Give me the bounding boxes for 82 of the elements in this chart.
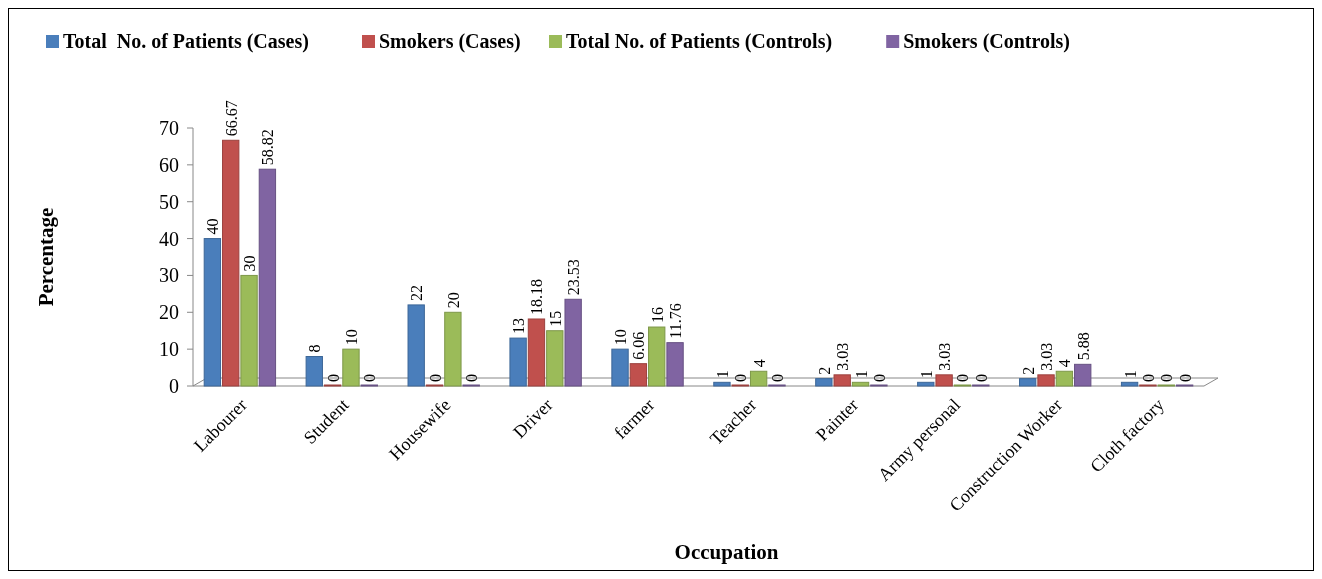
- data-label: 11.76: [667, 303, 685, 339]
- bar: [917, 381, 935, 387]
- data-label: 4: [1056, 359, 1074, 368]
- x-axis-title: Occupation: [674, 540, 779, 564]
- data-label: 0: [1176, 374, 1194, 382]
- y-tick-label: 70: [159, 117, 179, 139]
- bar: [629, 363, 648, 387]
- data-label: 1: [1121, 370, 1139, 379]
- data-label: 0: [732, 374, 750, 382]
- data-label: 30: [241, 255, 259, 272]
- data-label: 1: [852, 370, 870, 379]
- data-label: 13: [510, 318, 528, 335]
- data-label: 0: [870, 374, 888, 382]
- legend-label: Total No. of Patients (Controls): [566, 30, 833, 53]
- bar: [305, 356, 323, 387]
- data-label: 0: [324, 374, 342, 382]
- bar: [222, 139, 240, 387]
- bar: [851, 381, 870, 387]
- y-tick-label: 20: [159, 301, 179, 324]
- data-label: 23.53: [565, 259, 583, 296]
- bar: [611, 348, 629, 387]
- y-tick-label: 0: [169, 375, 179, 397]
- bar: [713, 381, 731, 387]
- data-label: 40: [204, 218, 222, 235]
- bar: [648, 326, 666, 387]
- y-tick-label: 10: [159, 338, 179, 361]
- data-label: 0: [463, 374, 481, 382]
- data-label: 3.03: [936, 342, 954, 371]
- data-label: 20: [444, 292, 462, 309]
- data-label: 2: [815, 366, 833, 375]
- bar: [1055, 370, 1074, 387]
- bar: [546, 330, 564, 387]
- data-label: 4: [750, 359, 768, 368]
- data-label: 10: [612, 329, 630, 346]
- legend-label: Total No. of Patients (Cases): [63, 30, 309, 53]
- bar: [527, 318, 546, 387]
- bar: [666, 342, 684, 387]
- data-label: 6.06: [630, 331, 648, 360]
- bar: [833, 374, 851, 387]
- data-label: 0: [361, 374, 379, 382]
- data-label: 18.18: [528, 278, 546, 315]
- data-label: 15: [546, 310, 564, 327]
- bar: [407, 304, 425, 387]
- data-label: 0: [954, 374, 972, 382]
- data-label: 0: [972, 374, 990, 382]
- bar: [815, 378, 833, 387]
- y-tick-label: 60: [159, 153, 179, 176]
- data-label: 0: [426, 374, 444, 382]
- legend-label: Smokers (Controls): [903, 30, 1071, 53]
- y-axis-title: Percentage: [34, 207, 58, 307]
- bar: [509, 337, 527, 387]
- bar: [444, 311, 462, 387]
- bar: [203, 238, 222, 387]
- bar: [240, 274, 258, 387]
- data-label: 0: [1158, 374, 1176, 382]
- data-label: 3.03: [1038, 342, 1056, 371]
- bar: [1120, 381, 1139, 387]
- data-label: 66.67: [222, 100, 240, 137]
- y-tick-label: 30: [159, 264, 179, 287]
- data-label: 0: [1139, 374, 1157, 382]
- bar: [1037, 374, 1055, 387]
- data-label: 1: [917, 370, 935, 379]
- data-label: 58.82: [259, 129, 277, 166]
- data-label: 0: [768, 374, 786, 382]
- bar: [258, 168, 277, 387]
- bar: [1019, 378, 1037, 387]
- bar: [935, 374, 953, 387]
- data-label: 2: [1019, 366, 1037, 375]
- bar: [749, 370, 768, 387]
- data-label: 22: [408, 284, 426, 301]
- data-label: 10: [342, 329, 360, 346]
- data-label: 8: [306, 344, 324, 353]
- data-label: 16: [648, 307, 666, 324]
- y-tick-label: 50: [159, 190, 179, 213]
- data-label: 5.88: [1074, 332, 1092, 361]
- bar: [564, 298, 582, 387]
- legend-label: Smokers (Cases): [379, 30, 521, 53]
- data-label: 3.03: [834, 342, 852, 371]
- y-tick-label: 40: [159, 227, 179, 250]
- data-label: 1: [713, 370, 731, 379]
- bar: [1074, 363, 1092, 387]
- bar: [342, 348, 360, 387]
